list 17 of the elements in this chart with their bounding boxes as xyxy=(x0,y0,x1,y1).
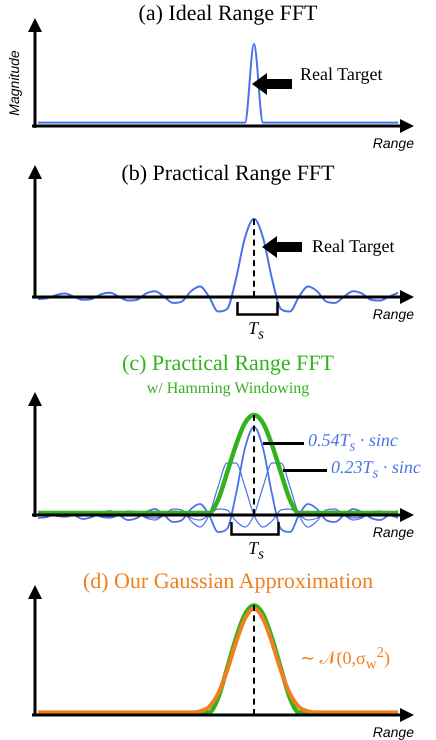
annotation: Real Target xyxy=(300,64,383,85)
chart-title: (c) Practical Range FFT xyxy=(121,350,335,376)
text: T$_{s}$ xyxy=(247,318,265,344)
annotation: 0.54T$_{s}$ · sinc xyxy=(308,430,398,456)
chart-title: (a) Ideal Range FFT xyxy=(138,0,318,26)
chart-title: (d) Our Gaussian Approximation xyxy=(82,568,374,594)
annotation: 0.23T$_{s}$ · sinc xyxy=(331,457,421,483)
annotation: Real Target xyxy=(312,236,395,257)
chart-subtitle: w/ Hamming Windowing xyxy=(146,380,310,398)
annotation: ∼ 𝒩(0,σ$_{w}$$^{2}$) xyxy=(300,645,390,674)
x-axis-title: Range xyxy=(372,134,414,151)
x-axis-title: Range xyxy=(372,524,414,540)
text: T$_{s}$ xyxy=(247,538,265,564)
x-axis-title: Range xyxy=(372,306,414,322)
x-axis-title: Range xyxy=(372,724,414,740)
y-axis-title: Magnitude xyxy=(6,49,23,118)
chart-title: (b) Practical Range FFT xyxy=(120,160,336,186)
